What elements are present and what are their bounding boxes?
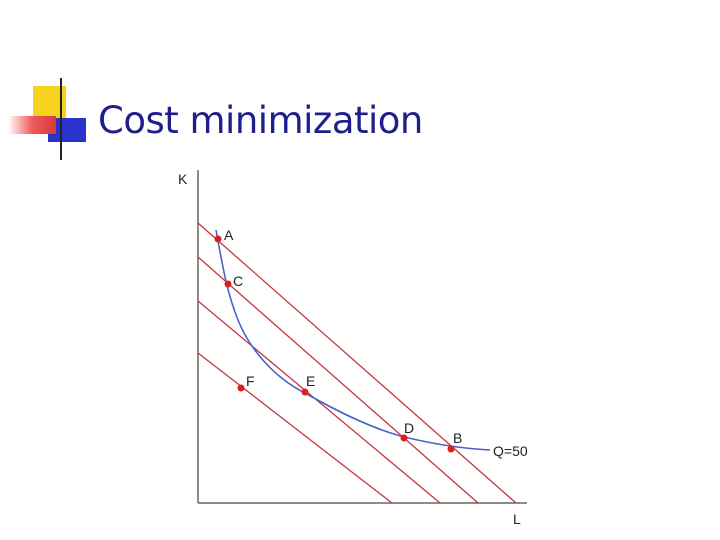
x-axis-label: L [513,511,521,527]
slide-title: Cost minimization [98,99,423,142]
point-F: F [237,373,255,392]
point-E: E [301,373,315,396]
y-axis-label: K [178,171,188,187]
point-C-marker [224,280,232,288]
isocost-line-3 [197,300,441,504]
point-D-marker [400,434,408,442]
isocost-line-1 [197,222,517,504]
isoquant-label: Q=50 [493,443,528,459]
isocost-line-2 [197,256,479,504]
point-F-marker [237,384,245,392]
point-C-label: C [233,273,243,289]
point-E-label: E [306,373,315,389]
title-decoration [8,78,680,160]
point-A-marker [214,235,222,243]
point-C: C [224,273,243,289]
point-D-label: D [404,420,414,436]
point-A: A [214,227,234,243]
point-B-marker [447,445,455,453]
point-B: B [447,430,462,453]
point-B-label: B [453,430,462,446]
isoquant-curve [215,229,491,451]
point-D: D [400,420,414,442]
point-E-marker [301,388,309,396]
point-F-label: F [246,373,255,389]
accent-red-bar [8,116,56,134]
isocost-line-4 [197,352,393,504]
point-A-label: A [224,227,234,243]
